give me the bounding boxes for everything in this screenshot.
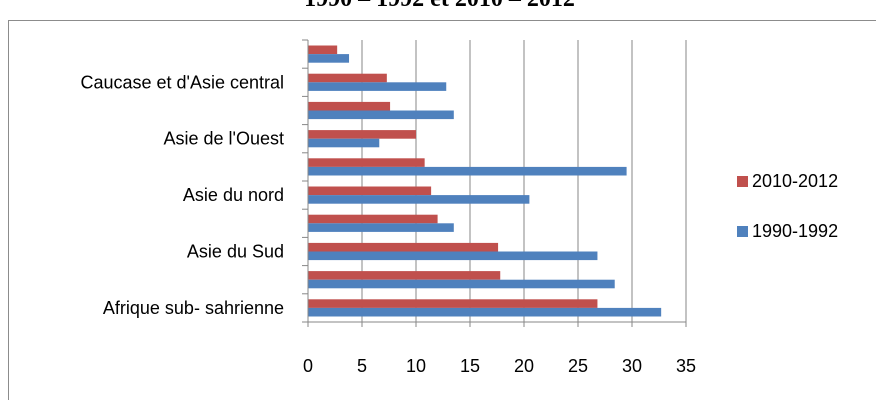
bar-2010-2012-9 xyxy=(308,45,338,55)
category-labels: Afrique sub- sahrienne Asie du Sud Asie du… xyxy=(80,72,284,318)
x-tick-label-20: 20 xyxy=(514,356,534,376)
bar-1990-1992-7 xyxy=(308,110,454,120)
chart-frame xyxy=(8,20,876,400)
x-tick-label-30: 30 xyxy=(622,356,642,376)
category-label: Afrique sub- sahrienne xyxy=(103,298,284,318)
bar-2010-2012-2 xyxy=(308,242,499,252)
bar-1990-1992-3 xyxy=(308,223,454,232)
bar-2010-2012-4 xyxy=(308,186,432,196)
bar-1990-1992-1 xyxy=(308,279,615,289)
bar-2010-2012-0 xyxy=(308,299,598,308)
x-tick-label-5: 5 xyxy=(357,356,367,376)
x-tick-label-0: 0 xyxy=(303,356,313,376)
bar-1990-1992-6 xyxy=(308,138,380,148)
chart-title-fragment: 1990 – 1992 et 2010 – 2012 xyxy=(0,0,879,13)
x-tick-label-35: 35 xyxy=(676,356,696,376)
bar-2010-2012-5 xyxy=(308,158,425,167)
bar-1990-1992-0 xyxy=(308,307,662,317)
legend: 2010-2012 1990-1992 xyxy=(737,171,838,241)
category-label: Asie de l'Ouest xyxy=(164,129,285,149)
bar-1990-1992-8 xyxy=(308,82,447,91)
bar-2010-2012-3 xyxy=(308,214,438,224)
legend-label-2010-2012: 2010-2012 xyxy=(752,171,838,191)
tick-labels: 0 5 10 15 20 25 30 35 xyxy=(303,356,696,376)
category-label: Asie du nord xyxy=(183,185,284,205)
category-label: Asie du Sud xyxy=(187,242,284,262)
x-tick-label-15: 15 xyxy=(460,356,480,376)
axes xyxy=(302,39,687,327)
bar-2010-2012-8 xyxy=(308,73,387,83)
category-label: Caucase et d'Asie central xyxy=(80,72,284,92)
legend-swatch-2010-2012 xyxy=(737,176,748,187)
bars xyxy=(308,45,662,317)
bar-2010-2012-6 xyxy=(308,130,416,139)
bar-2010-2012-1 xyxy=(308,271,501,280)
x-tick-label-25: 25 xyxy=(568,356,588,376)
bar-1990-1992-4 xyxy=(308,195,530,204)
bar-2010-2012-7 xyxy=(308,101,391,111)
x-tick-label-10: 10 xyxy=(406,356,426,376)
legend-label-1990-1992: 1990-1992 xyxy=(752,221,838,241)
bar-1990-1992-5 xyxy=(308,166,627,176)
legend-swatch-1990-1992 xyxy=(737,226,748,237)
bar-1990-1992-2 xyxy=(308,251,598,261)
bar-1990-1992-9 xyxy=(308,54,350,63)
